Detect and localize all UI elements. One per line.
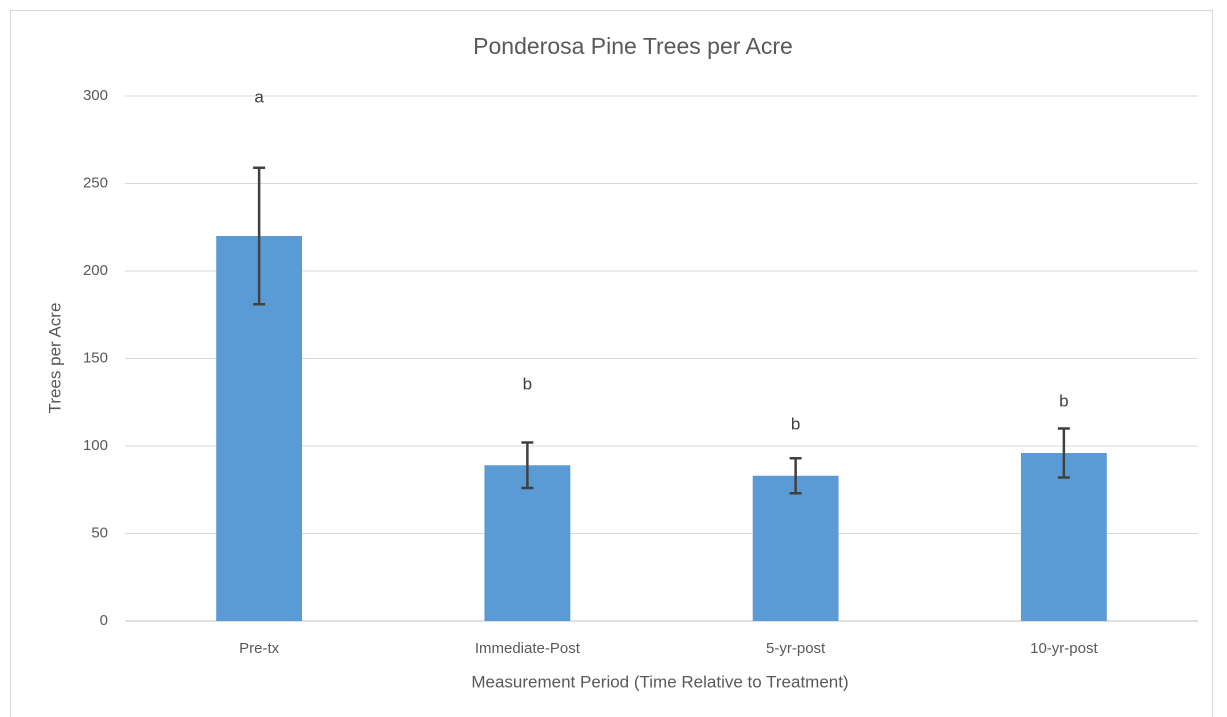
bar (1020, 453, 1107, 621)
chart-title: Ponderosa Pine Trees per Acre (473, 33, 793, 59)
y-tick-label: 50 (91, 524, 108, 541)
annotation: a (254, 87, 264, 106)
y-tick-label: 150 (83, 349, 108, 366)
annotation: b (791, 414, 800, 433)
y-tick-label: 250 (83, 174, 108, 191)
y-tick-label: 100 (83, 437, 108, 454)
y-axis-title: Trees per Acre (45, 303, 64, 414)
annotation: b (523, 374, 532, 393)
bar (752, 475, 839, 621)
y-tick-label: 200 (83, 262, 108, 279)
x-tick-label: Immediate-Post (475, 640, 581, 657)
annotation: b (1059, 391, 1068, 410)
x-axis-title: Measurement Period (Time Relative to Tre… (471, 672, 848, 691)
chart-border (10, 10, 1213, 717)
error-bar (1057, 427, 1070, 479)
bar (484, 465, 571, 621)
y-tick-label: 300 (83, 87, 108, 104)
x-tick-label: 10-yr-post (1030, 640, 1098, 657)
y-tick-label: 0 (100, 612, 108, 629)
x-tick-label: 5-yr-post (766, 640, 826, 657)
error-bar (521, 441, 534, 490)
error-bar (789, 457, 802, 495)
x-tick-label: Pre-tx (239, 640, 280, 657)
error-bar (253, 166, 266, 306)
